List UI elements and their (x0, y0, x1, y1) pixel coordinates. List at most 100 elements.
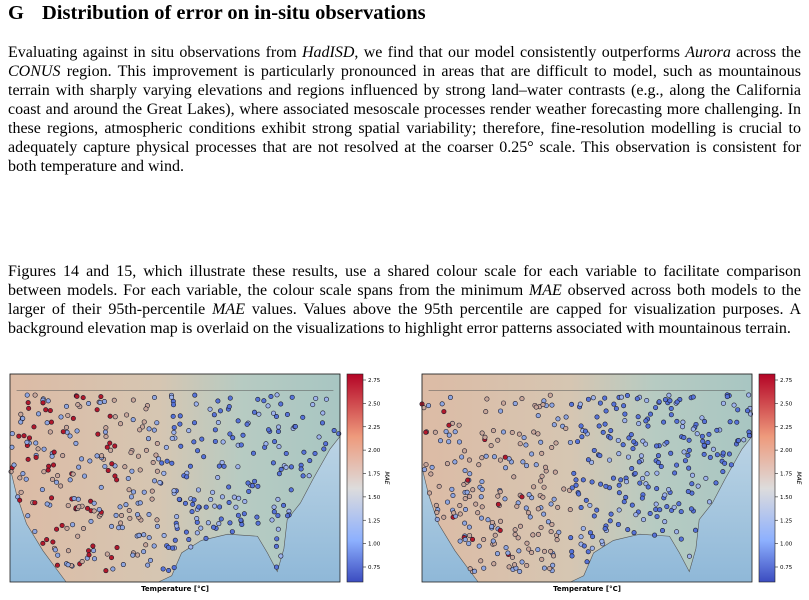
station (569, 553, 575, 559)
station (519, 494, 525, 500)
station (25, 456, 31, 462)
station (226, 484, 232, 490)
station (152, 478, 158, 484)
station (517, 441, 523, 447)
station (128, 494, 134, 500)
station (143, 406, 149, 412)
station (79, 456, 85, 462)
station (110, 566, 116, 572)
station (74, 428, 80, 434)
station (40, 540, 46, 546)
station (531, 429, 537, 435)
station (577, 401, 583, 407)
station (678, 536, 684, 542)
station (676, 501, 682, 507)
station (191, 497, 197, 503)
section-title: Distribution of error on in-situ observa… (42, 2, 426, 24)
station (423, 429, 429, 435)
station (648, 411, 654, 417)
station (657, 507, 663, 513)
station (688, 506, 694, 512)
station (119, 513, 125, 519)
colorbar-tick-label: 1.00 (780, 542, 793, 548)
station (643, 418, 649, 424)
station (467, 533, 473, 539)
station (524, 463, 530, 469)
colorbar-tick-label: 1.25 (368, 518, 381, 524)
station (603, 483, 609, 489)
station (33, 454, 39, 460)
station (578, 423, 584, 429)
station (467, 471, 473, 477)
station (70, 471, 76, 477)
station (734, 419, 740, 425)
station (535, 506, 541, 512)
station (541, 548, 547, 554)
station (275, 496, 281, 502)
station (170, 413, 176, 419)
station (472, 568, 478, 574)
station (682, 458, 688, 464)
station (616, 507, 622, 513)
station (226, 404, 232, 410)
station (655, 460, 661, 466)
station (306, 473, 312, 479)
station (681, 435, 687, 441)
station (625, 454, 631, 460)
station (249, 483, 255, 489)
station (107, 440, 113, 446)
station (211, 524, 217, 530)
station (541, 511, 547, 517)
station (112, 473, 118, 479)
station (485, 517, 491, 523)
station (662, 519, 668, 525)
station (674, 399, 680, 405)
station (693, 527, 699, 533)
station (141, 489, 147, 495)
station (112, 414, 118, 420)
station (186, 537, 192, 543)
station (255, 483, 261, 489)
station (216, 463, 222, 469)
station (491, 561, 497, 567)
station (301, 449, 307, 455)
colorbar-tick-label: 1.25 (780, 518, 793, 524)
station (210, 489, 216, 495)
station (452, 459, 458, 465)
station (548, 548, 554, 554)
station (497, 489, 503, 495)
station (233, 504, 239, 510)
station (215, 420, 221, 426)
station (685, 489, 691, 495)
station (275, 526, 281, 532)
station (92, 556, 98, 562)
station (154, 468, 160, 474)
station (271, 504, 277, 510)
station (598, 481, 604, 487)
station (65, 548, 71, 554)
station (212, 427, 218, 433)
station (449, 486, 455, 492)
station (483, 409, 489, 415)
station (124, 412, 130, 418)
station (11, 462, 17, 468)
station (578, 534, 584, 540)
station (113, 512, 119, 518)
station (235, 418, 241, 424)
station (149, 488, 155, 494)
station (660, 528, 666, 534)
station (178, 443, 184, 449)
station (554, 537, 560, 543)
station (241, 511, 247, 517)
station (479, 430, 485, 436)
station (492, 532, 498, 538)
station (674, 462, 680, 468)
station (275, 513, 281, 519)
station (640, 475, 646, 481)
station (462, 496, 468, 502)
station (145, 436, 151, 442)
station (171, 425, 177, 431)
station (671, 504, 677, 510)
station (607, 435, 613, 441)
station (281, 502, 287, 508)
